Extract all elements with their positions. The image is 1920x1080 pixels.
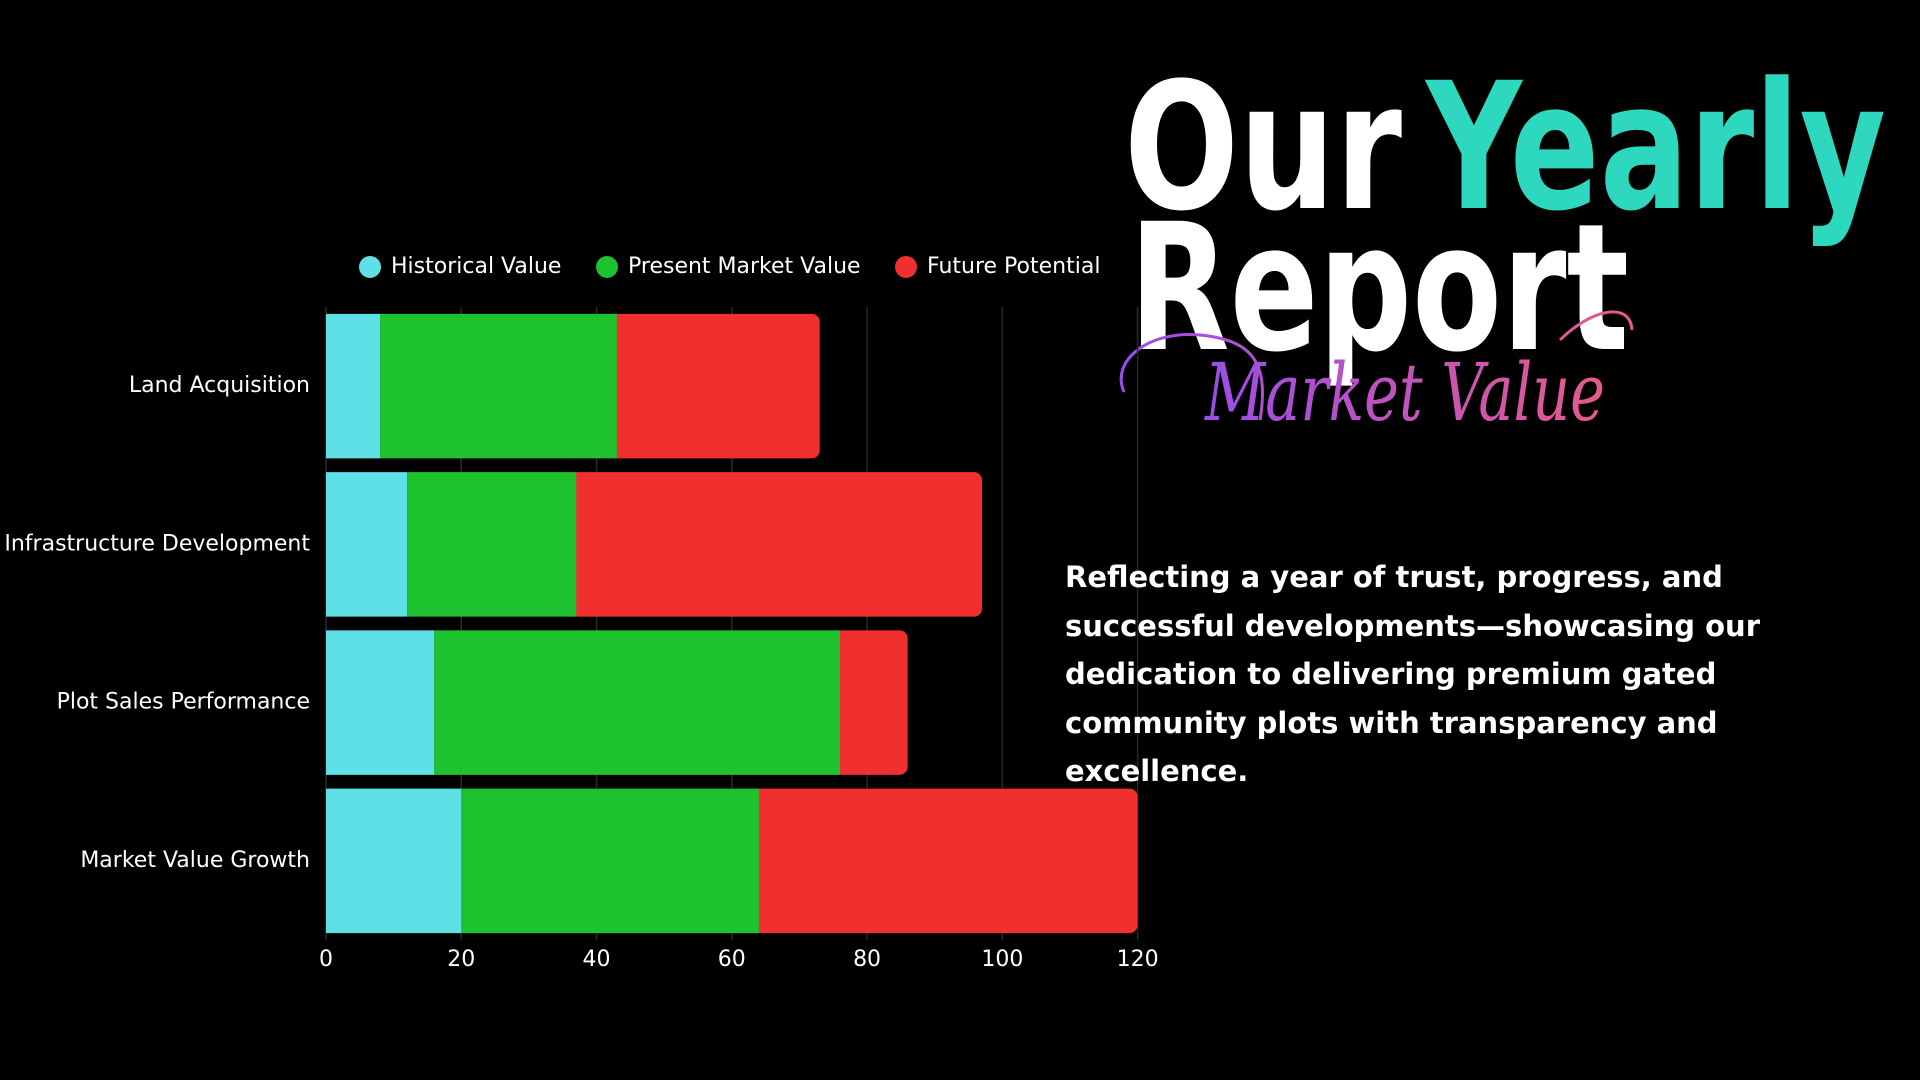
x-tick-label: 60 — [718, 947, 746, 972]
bar-segment — [326, 313, 381, 459]
y-tick-label: Land Acquisition — [129, 373, 310, 398]
legend-marker — [359, 256, 381, 278]
legend-label: Historical Value — [391, 254, 561, 279]
bar-segment — [434, 630, 841, 775]
bar-segment — [830, 630, 908, 775]
title-report: Report — [1129, 186, 1629, 391]
legend-label: Present Market Value — [628, 254, 861, 279]
legend-label: Future Potential — [927, 254, 1100, 279]
title-our: Our — [1124, 45, 1402, 250]
script-swash — [1119, 310, 1634, 421]
x-tick-label: 120 — [1117, 947, 1159, 972]
x-tick-label: 80 — [853, 947, 881, 972]
description: Reflecting a year of trust, progress, an… — [1065, 560, 1761, 788]
bar-segment — [606, 313, 820, 459]
legend-marker — [895, 256, 917, 278]
title-yearly: Yearly — [1424, 45, 1886, 250]
script-subtitle: Market Value — [1204, 346, 1605, 439]
bar-segment — [326, 630, 435, 775]
bar-segment — [748, 788, 1138, 934]
y-tick-label: Market Value Growth — [80, 848, 310, 873]
legend-marker — [596, 256, 618, 278]
x-tick-label: 20 — [447, 947, 475, 972]
x-tick-label: 0 — [319, 947, 333, 972]
bar-segment — [326, 788, 462, 934]
x-tick-label: 100 — [981, 947, 1023, 972]
y-tick-label: Infrastructure Development — [4, 531, 310, 556]
bar-segment — [380, 313, 617, 459]
bar-segment — [566, 472, 983, 617]
bar-segment — [461, 788, 759, 934]
x-tick-label: 40 — [583, 947, 611, 972]
bar-segment — [407, 472, 577, 617]
y-tick-label: Plot Sales Performance — [57, 690, 310, 715]
bar-segment — [326, 472, 408, 617]
